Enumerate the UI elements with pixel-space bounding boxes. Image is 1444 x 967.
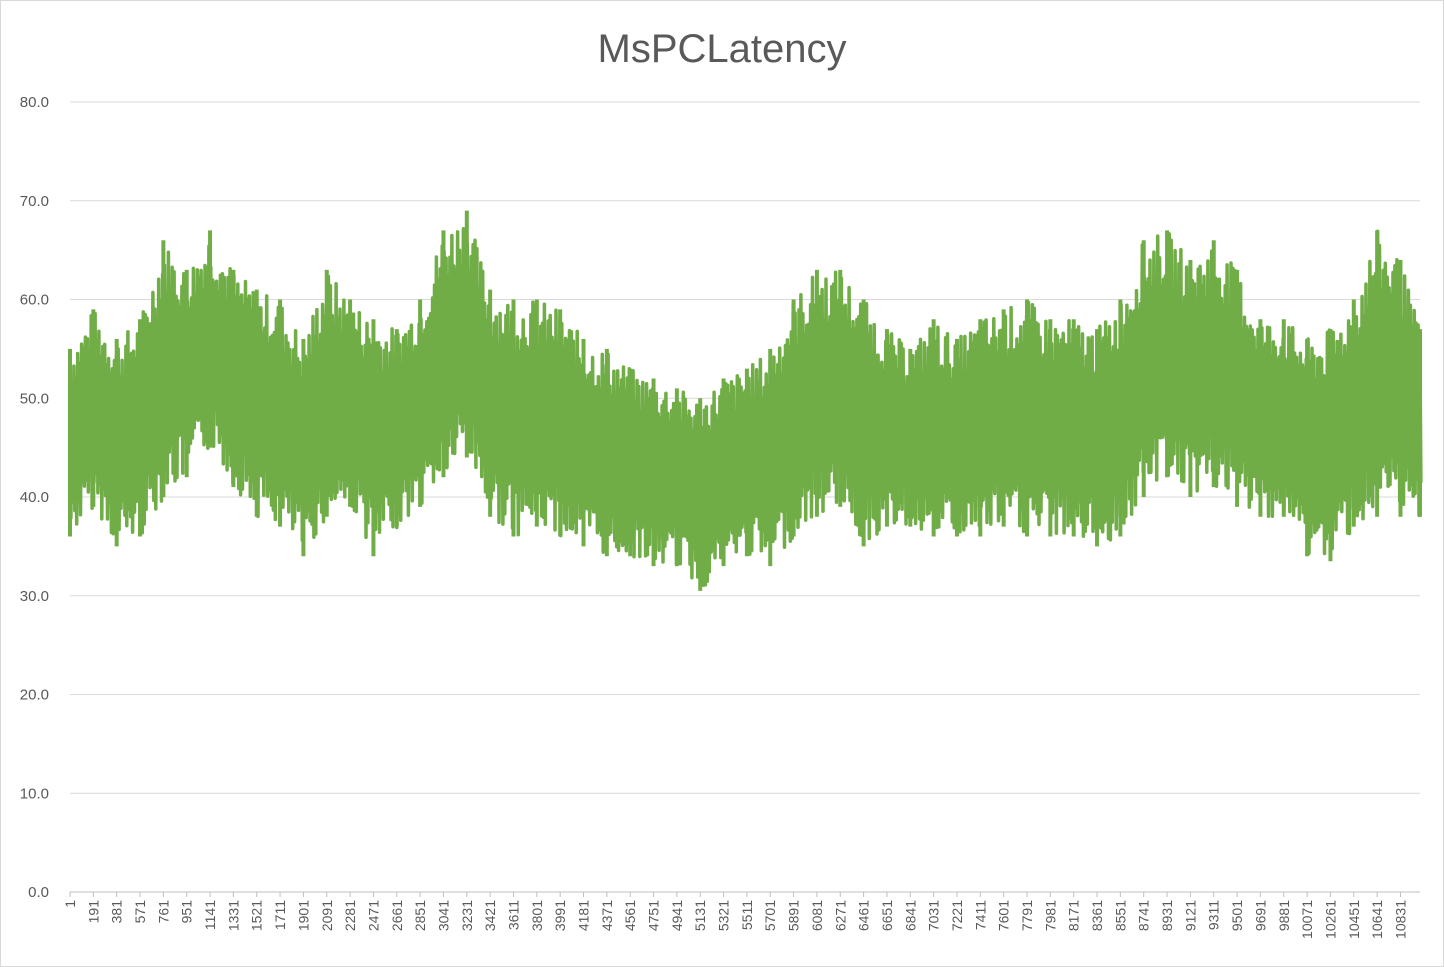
x-tick-label: 10261 [1322, 900, 1338, 939]
x-tick-label: 6461 [856, 900, 872, 931]
x-tick-label: 4371 [599, 900, 615, 931]
x-tick-label: 6081 [809, 900, 825, 931]
x-tick-label: 7791 [1019, 900, 1035, 931]
x-tick-label: 7031 [926, 900, 942, 931]
y-tick-label: 30.0 [20, 588, 49, 605]
y-tick-label: 70.0 [20, 193, 49, 210]
y-axis-ticks: 0.0 10.0 20.0 30.0 40.0 50.0 60.0 70.0 80.0 [20, 94, 49, 901]
x-tick-label: 8171 [1066, 900, 1082, 931]
x-tick-label: 3041 [435, 900, 451, 931]
x-tick-label: 3611 [505, 900, 521, 930]
x-tick-label: 761 [155, 900, 171, 924]
x-tick-label: 5131 [692, 900, 708, 931]
y-tick-label: 60.0 [20, 292, 49, 309]
x-tick-label: 2851 [412, 900, 428, 931]
x-tick-label: 2661 [389, 900, 405, 931]
x-tick-label: 571 [132, 900, 148, 924]
x-tick-label: 381 [109, 900, 125, 924]
x-tick-label: 3991 [552, 900, 568, 931]
x-tick-label: 2281 [342, 900, 358, 931]
x-tick-label: 10641 [1369, 900, 1385, 939]
x-tick-label: 1521 [249, 900, 265, 931]
x-tick-label: 8551 [1112, 900, 1128, 931]
x-tick-label: 8931 [1159, 900, 1175, 931]
x-tick-label: 1711 [272, 900, 288, 930]
x-tick-label: 191 [85, 900, 101, 924]
x-tick-label: 10071 [1299, 900, 1315, 939]
x-tick-label: 8741 [1136, 900, 1152, 931]
x-tick-label: 8361 [1089, 900, 1105, 931]
x-tick-label: 9691 [1252, 900, 1268, 931]
x-tick-label: 6651 [879, 900, 895, 931]
x-tick-label: 9121 [1182, 900, 1198, 931]
x-tick-label: 6841 [902, 900, 918, 931]
x-tick-label: 5321 [716, 900, 732, 931]
x-tick-label: 7411 [972, 900, 988, 930]
x-tick-label: 9311 [1206, 900, 1222, 930]
x-tick-label: 9881 [1276, 900, 1292, 931]
x-tick-label: 7221 [949, 900, 965, 931]
y-tick-label: 0.0 [28, 884, 49, 901]
x-tick-label: 1331 [225, 900, 241, 931]
y-tick-label: 40.0 [20, 489, 49, 506]
x-tick-label: 7601 [996, 900, 1012, 931]
x-tick-label: 5701 [762, 900, 778, 931]
y-tick-label: 10.0 [20, 785, 49, 802]
x-tick-label: 1 [62, 900, 78, 908]
x-tick-label: 1901 [295, 900, 311, 931]
x-tick-label: 4181 [576, 900, 592, 931]
x-tick-label: 4751 [646, 900, 662, 931]
x-tick-label: 4941 [669, 900, 685, 931]
y-tick-label: 50.0 [20, 390, 49, 407]
y-tick-label: 80.0 [20, 94, 49, 111]
x-tick-label: 10831 [1392, 900, 1408, 939]
series-layer [68, 210, 1423, 591]
x-tick-label: 2471 [365, 900, 381, 931]
x-tick-label: 10451 [1346, 900, 1362, 939]
x-tick-label: 3231 [459, 900, 475, 931]
x-axis-ticks: 1 191 381 571 761 951 1141 1331 1521 1711 1901 2091… [62, 892, 1408, 939]
x-tick-label: 7981 [1042, 900, 1058, 931]
x-tick-label: 3801 [529, 900, 545, 931]
x-tick-label: 4561 [622, 900, 638, 931]
chart-title: MsPCLatency [597, 27, 847, 71]
y-tick-label: 20.0 [20, 687, 49, 704]
x-tick-label: 5511 [739, 900, 755, 930]
x-tick-label: 5891 [786, 900, 802, 931]
x-tick-label: 9501 [1229, 900, 1245, 931]
x-tick-label: 6271 [832, 900, 848, 931]
x-tick-label: 2091 [319, 900, 335, 931]
x-tick-label: 951 [179, 900, 195, 924]
x-tick-label: 1141 [202, 900, 218, 930]
x-tick-label: 3421 [482, 900, 498, 931]
